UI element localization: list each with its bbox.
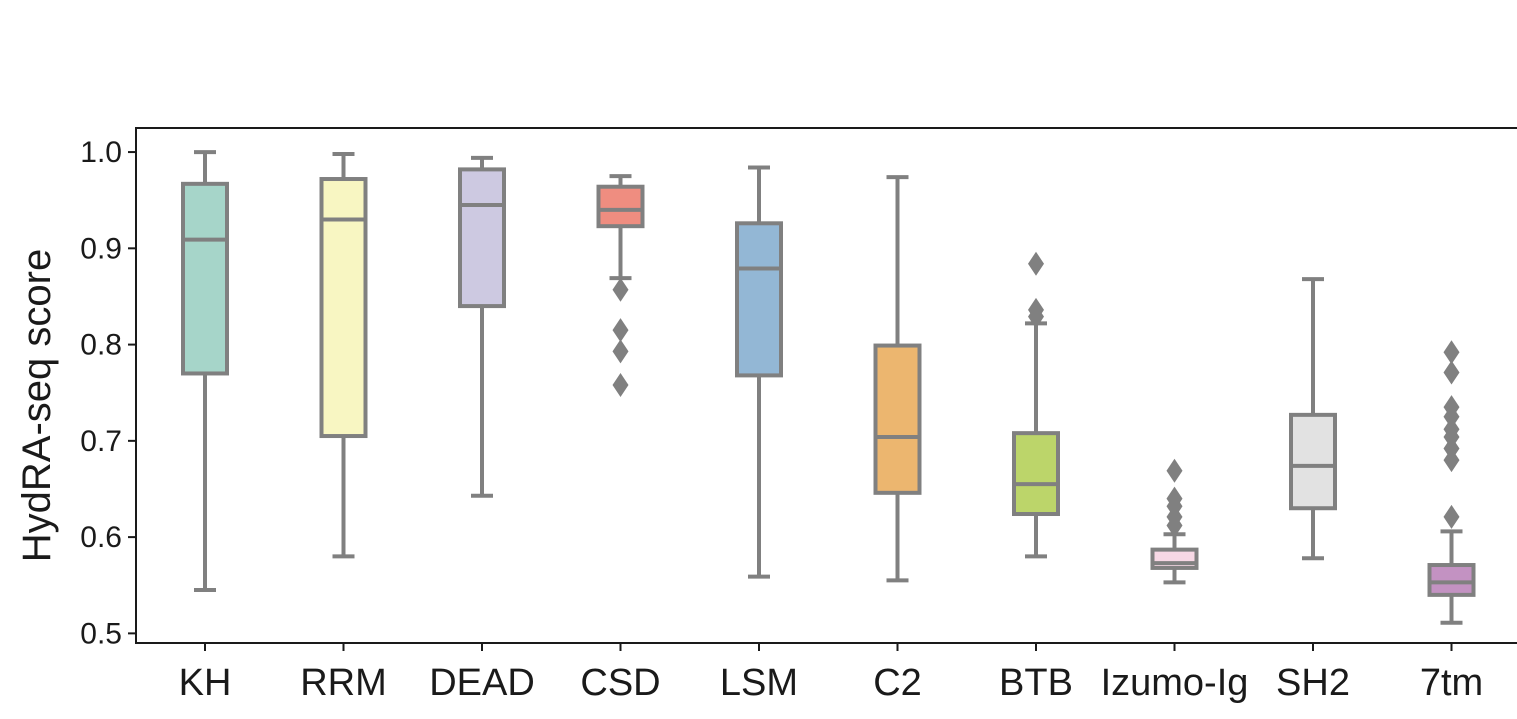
iqr-box [458, 167, 506, 309]
x-tick-label: Izumo-Ig [1101, 662, 1249, 704]
iqr-box [181, 181, 229, 376]
box-rrm [319, 151, 368, 559]
iqr-box [319, 177, 368, 439]
y-tick-label: 0.5 [80, 617, 122, 650]
iqr-box [873, 343, 922, 495]
iqr-box [735, 221, 783, 378]
iqr-box [596, 184, 645, 229]
boxes-layer [181, 150, 1476, 625]
iqr-box [1150, 547, 1199, 570]
outlier-point [1166, 513, 1183, 538]
outlier-point [612, 339, 629, 364]
x-axis: KH RRM DEAD CSD LSM C2 BTB Izumo-Ig SH2 7tm [179, 643, 1483, 704]
y-tick-label: 0.6 [80, 521, 122, 554]
y-tick-label: 0.7 [80, 425, 122, 458]
y-tick-label: 0.9 [80, 232, 122, 265]
box-btb [1012, 251, 1060, 559]
iqr-box [1427, 563, 1476, 597]
outlier-point [1443, 360, 1460, 385]
outlier-point [1443, 504, 1460, 529]
iqr-box [1289, 412, 1337, 511]
x-tick-label: KH [179, 662, 232, 704]
box-izumo-ig [1150, 458, 1199, 585]
x-tick-label: 7tm [1420, 662, 1483, 704]
x-tick-label: SH2 [1276, 662, 1350, 704]
x-tick-label: LSM [720, 662, 798, 704]
box-dead [458, 155, 506, 498]
outlier-point [612, 277, 629, 302]
plot-frame [135, 127, 1517, 644]
outlier-point [1443, 340, 1460, 365]
box-csd [596, 174, 645, 398]
box-c2 [873, 175, 922, 583]
outlier-point [1028, 251, 1044, 276]
outlier-point [612, 373, 629, 398]
y-tick-label: 0.8 [80, 329, 122, 362]
outlier-point [612, 318, 629, 343]
box-sh2 [1289, 277, 1337, 561]
iqr-box [1012, 431, 1060, 517]
outlier-point [1443, 404, 1460, 429]
x-tick-label: BTB [999, 662, 1073, 704]
x-tick-label: RRM [300, 662, 387, 704]
x-tick-label: CSD [580, 662, 660, 704]
box-kh [181, 150, 229, 593]
y-axis-title: HydRA-seq score [15, 249, 59, 562]
y-axis: 0.5 0.6 0.7 0.8 0.9 1.0 [80, 136, 136, 650]
y-tick-label: 1.0 [80, 136, 122, 169]
x-tick-label: C2 [873, 662, 922, 704]
x-tick-label: DEAD [429, 662, 535, 704]
outlier-point [1166, 458, 1183, 483]
box-lsm [735, 165, 783, 579]
box-7tm [1427, 340, 1476, 625]
outlier-point [1443, 448, 1460, 473]
outlier-point [1028, 304, 1044, 329]
